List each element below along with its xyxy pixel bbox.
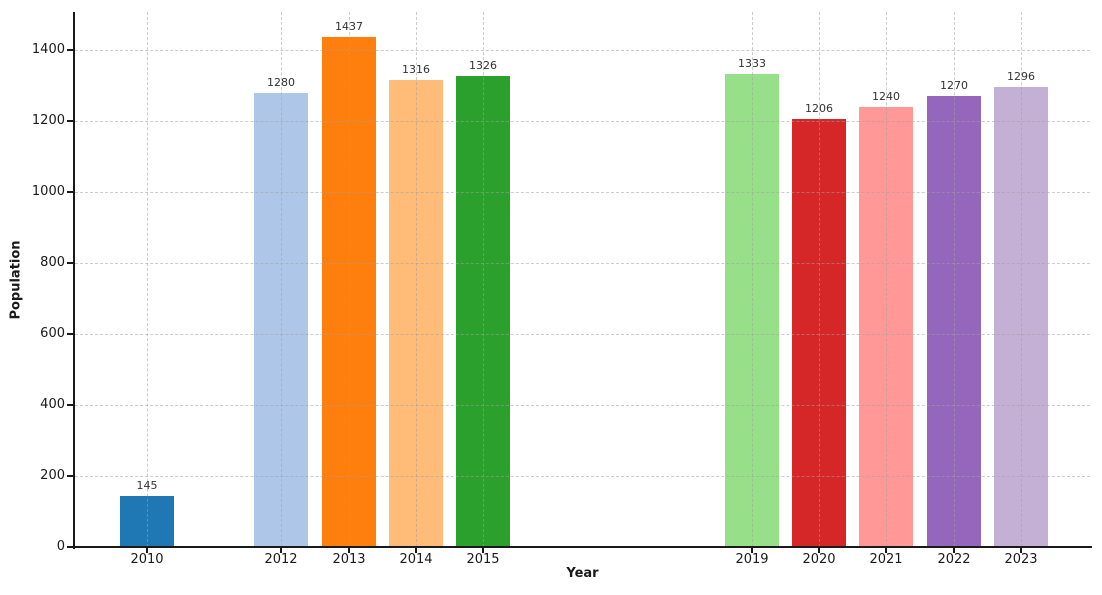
y-tick-label: 1400	[31, 42, 65, 57]
x-tick-label: 2021	[869, 552, 903, 567]
y-tick-label: 0	[56, 539, 65, 554]
x-tick-mark	[482, 548, 484, 553]
y-tick-label: 1200	[31, 113, 65, 128]
y-gridline	[75, 263, 1090, 264]
x-tick-label: 2022	[937, 552, 971, 567]
x-gridline	[147, 12, 148, 547]
x-axis-title: Year	[566, 566, 599, 581]
y-tick-mark	[67, 262, 73, 264]
bar-value-label: 1316	[402, 63, 430, 76]
x-tick-mark	[885, 548, 887, 553]
x-tick-label: 2014	[399, 552, 433, 567]
x-tick-label: 2019	[735, 552, 769, 567]
x-tick-label: 2010	[130, 552, 164, 567]
y-gridline	[75, 192, 1090, 193]
x-tick-mark	[1020, 548, 1022, 553]
bar-value-label: 1437	[335, 20, 363, 33]
y-tick-label: 600	[40, 326, 65, 341]
x-tick-mark	[415, 548, 417, 553]
y-tick-mark	[67, 546, 73, 548]
x-tick-mark	[348, 548, 350, 553]
bar-value-label: 1270	[940, 79, 968, 92]
y-tick-mark	[67, 191, 73, 193]
y-tick-label: 200	[40, 468, 65, 483]
bar-value-label: 1296	[1007, 70, 1035, 83]
x-gridline	[349, 12, 350, 547]
y-tick-mark	[67, 49, 73, 51]
x-axis-spine	[73, 546, 1092, 548]
y-tick-mark	[67, 475, 73, 477]
x-tick-label: 2015	[466, 552, 500, 567]
x-tick-mark	[280, 548, 282, 553]
bar-value-label: 1333	[738, 57, 766, 70]
bar-value-label: 1280	[267, 76, 295, 89]
x-tick-label: 2013	[332, 552, 366, 567]
bar-value-label: 1240	[872, 90, 900, 103]
x-gridline	[416, 12, 417, 547]
x-tick-mark	[146, 548, 148, 553]
y-axis-spine	[73, 12, 75, 549]
y-tick-label: 1000	[31, 184, 65, 199]
y-tick-mark	[67, 333, 73, 335]
y-tick-label: 800	[40, 255, 65, 270]
x-tick-label: 2023	[1004, 552, 1038, 567]
y-gridline	[75, 476, 1090, 477]
x-tick-mark	[953, 548, 955, 553]
x-gridline	[483, 12, 484, 547]
x-gridline	[1021, 12, 1022, 547]
x-tick-mark	[818, 548, 820, 553]
x-tick-label: 2012	[264, 552, 298, 567]
bar-value-label: 145	[136, 479, 158, 492]
y-tick-mark	[67, 404, 73, 406]
y-gridline	[75, 334, 1090, 335]
x-gridline	[281, 12, 282, 547]
x-gridline	[954, 12, 955, 547]
y-gridline	[75, 121, 1090, 122]
x-tick-label: 2020	[802, 552, 836, 567]
bar-value-label: 1206	[805, 102, 833, 115]
y-gridline	[75, 50, 1090, 51]
x-gridline	[886, 12, 887, 547]
x-tick-mark	[751, 548, 753, 553]
x-gridline	[819, 12, 820, 547]
y-gridline	[75, 405, 1090, 406]
bar-value-label: 1326	[469, 59, 497, 72]
y-tick-label: 400	[40, 397, 65, 412]
y-axis-title: Population	[8, 240, 24, 320]
x-gridline	[752, 12, 753, 547]
y-tick-mark	[67, 120, 73, 122]
